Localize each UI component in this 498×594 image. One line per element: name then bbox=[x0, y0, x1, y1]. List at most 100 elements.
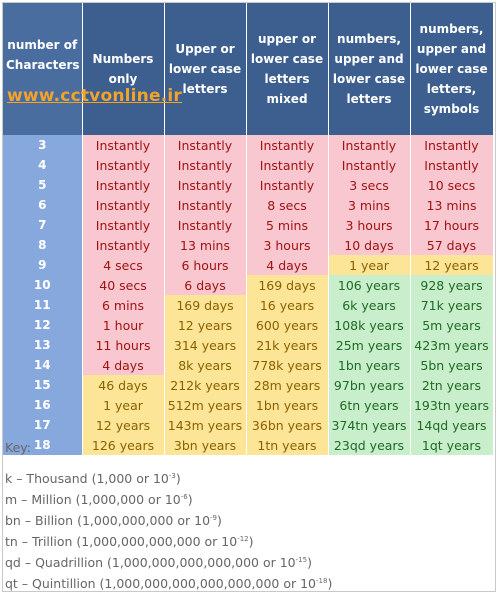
crack-time-cell: 143m years bbox=[164, 415, 247, 435]
crack-time-cell: 169 days bbox=[164, 295, 247, 315]
table-row: 18 126 years 3bn years 1tn years 23qd years 1… bbox=[3, 435, 494, 455]
crack-time-cell: 13 mins bbox=[164, 235, 247, 255]
crack-time-cell: Instantly bbox=[328, 135, 411, 155]
crack-time-cell: 16 years bbox=[246, 295, 329, 315]
crack-time-cell: 3 secs bbox=[328, 175, 411, 195]
table-row: 13 11 hours 314 years 21k years 25m years 423… bbox=[3, 335, 494, 355]
crack-time-cell: 11 hours bbox=[82, 335, 165, 355]
crack-time-cell: 778k years bbox=[246, 355, 329, 375]
character-count-cell: 11 bbox=[3, 295, 83, 315]
crack-time-cell: 1 hour bbox=[82, 315, 165, 335]
character-count-cell: 3 bbox=[3, 135, 83, 155]
key-item-text: m – Million (1,000,000 or 10 bbox=[5, 492, 181, 507]
crack-time-cell: 928 years bbox=[410, 275, 494, 295]
crack-time-cell: Instantly bbox=[328, 155, 411, 175]
crack-time-cell: 36bn years bbox=[246, 415, 329, 435]
key-item: m – Million (1,000,000 or 10-6) bbox=[5, 489, 332, 510]
crack-time-cell: 8k years bbox=[164, 355, 247, 375]
table-row: 16 1 year 512m years 1bn years 6tn years 193t… bbox=[3, 395, 494, 415]
crack-time-cell: 106 years bbox=[328, 275, 411, 295]
key-item-exponent: -6 bbox=[180, 493, 188, 501]
crack-time-cell: 3 mins bbox=[328, 195, 411, 215]
table-row: 17 12 years 143m years 36bn years 374tn year… bbox=[3, 415, 494, 435]
key-item-close: ) bbox=[327, 576, 333, 591]
crack-time-cell: Instantly bbox=[164, 135, 247, 155]
crack-time-cell: 4 days bbox=[82, 355, 165, 375]
header-numbers-only: Numbers only bbox=[82, 3, 165, 135]
crack-time-cell: 71k years bbox=[410, 295, 494, 315]
crack-time-cell: Instantly bbox=[164, 155, 247, 175]
key-items: k – Thousand (1,000 or 10-3) m – Million … bbox=[5, 468, 332, 594]
crack-time-cell: 169 days bbox=[246, 275, 329, 295]
crack-time-cell: 10 days bbox=[328, 235, 411, 255]
header-numbers-letters: numbers, upper and lower case letters bbox=[328, 3, 411, 135]
crack-time-cell: 57 days bbox=[410, 235, 494, 255]
character-count-cell: 7 bbox=[3, 215, 83, 235]
crack-time-cell: 1qt years bbox=[410, 435, 494, 455]
crack-time-cell: 97bn years bbox=[328, 375, 411, 395]
crack-time-cell: 40 secs bbox=[82, 275, 165, 295]
crack-time-cell: 4 secs bbox=[82, 255, 165, 275]
crack-time-cell: 12 years bbox=[164, 315, 247, 335]
table-row: 10 40 secs 6 days 169 days 106 years 928 year… bbox=[3, 275, 494, 295]
crack-time-cell: 28m years bbox=[246, 375, 329, 395]
crack-time-cell: 5 mins bbox=[246, 215, 329, 235]
table-row: 5 Instantly Instantly Instantly 3 secs 10 sec… bbox=[3, 175, 494, 195]
table-body: 3 Instantly Instantly Instantly Instantly Ins… bbox=[3, 135, 494, 455]
header-row: number of Characters Numbers only Upper … bbox=[3, 3, 494, 135]
crack-time-cell: 108k years bbox=[328, 315, 411, 335]
header-upper-or-lower: Upper or lower case letters bbox=[164, 3, 247, 135]
crack-time-cell: 1 year bbox=[328, 255, 411, 275]
crack-time-cell: 423m years bbox=[410, 335, 494, 355]
key-item: qt – Quintillion (1,000,000,000,000,000,… bbox=[5, 573, 332, 594]
character-count-cell: 15 bbox=[3, 375, 83, 395]
crack-time-cell: 21k years bbox=[246, 335, 329, 355]
crack-time-cell: 193tn years bbox=[410, 395, 494, 415]
header-numbers-letters-symbols: numbers, upper and lower case letters, s… bbox=[410, 3, 494, 135]
crack-time-cell: 6 mins bbox=[82, 295, 165, 315]
key-item-text: qt – Quintillion (1,000,000,000,000,000,… bbox=[5, 576, 316, 591]
crack-time-cell: Instantly bbox=[164, 195, 247, 215]
character-count-cell: 12 bbox=[3, 315, 83, 335]
crack-time-cell: 3bn years bbox=[164, 435, 247, 455]
key-item: bn – Billion (1,000,000,000 or 10-9) bbox=[5, 510, 332, 531]
key-item-close: ) bbox=[187, 492, 193, 507]
site-watermark-link[interactable]: www.cctvonline.ir bbox=[7, 86, 182, 106]
key-item-exponent: -15 bbox=[295, 556, 308, 564]
crack-time-cell: Instantly bbox=[164, 215, 247, 235]
character-count-cell: 18 bbox=[3, 435, 83, 455]
crack-time-cell: 12 years bbox=[410, 255, 494, 275]
crack-time-cell: 374tn years bbox=[328, 415, 411, 435]
crack-time-cell: 6 hours bbox=[164, 255, 247, 275]
key-item: qd – Quadrillion (1,000,000,000,000,000 … bbox=[5, 552, 332, 573]
character-count-cell: 8 bbox=[3, 235, 83, 255]
crack-time-cell: 17 hours bbox=[410, 215, 494, 235]
crack-time-cell: 25m years bbox=[328, 335, 411, 355]
crack-time-cell: Instantly bbox=[82, 235, 165, 255]
crack-time-cell: 14qd years bbox=[410, 415, 494, 435]
site-watermark-wrap: www.cctvonline.ir bbox=[7, 70, 182, 106]
crack-time-cell: Instantly bbox=[164, 175, 247, 195]
table-row: 7 Instantly Instantly 5 mins 3 hours 17 hours bbox=[3, 215, 494, 235]
crack-time-cell: Instantly bbox=[246, 135, 329, 155]
key-item-close: ) bbox=[307, 555, 312, 570]
key-item-text: k – Thousand (1,000 or 10 bbox=[5, 471, 169, 486]
table-row: 4 Instantly Instantly Instantly Instantly Ins… bbox=[3, 155, 494, 175]
table-row: 6 Instantly Instantly 8 secs 3 mins 13 mins bbox=[3, 195, 494, 215]
character-count-cell: 9 bbox=[3, 255, 83, 275]
crack-time-cell: Instantly bbox=[82, 175, 165, 195]
table-row: 14 4 days 8k years 778k years 1bn years 5bn y… bbox=[3, 355, 494, 375]
crack-time-cell: 4 days bbox=[246, 255, 329, 275]
crack-time-cell: Instantly bbox=[410, 155, 494, 175]
key-title: Key: bbox=[5, 440, 31, 455]
key-legend: Key: k – Thousand (1,000 or 10-3) m – Mil… bbox=[5, 437, 332, 594]
crack-time-cell: 512m years bbox=[164, 395, 247, 415]
character-count-cell: 13 bbox=[3, 335, 83, 355]
crack-time-cell: 600 years bbox=[246, 315, 329, 335]
character-count-cell: 17 bbox=[3, 415, 83, 435]
table-row: 15 46 days 212k years 28m years 97bn years 2t… bbox=[3, 375, 494, 395]
table-row: 11 6 mins 169 days 16 years 6k years 71k year… bbox=[3, 295, 494, 315]
crack-time-cell: 212k years bbox=[164, 375, 247, 395]
crack-time-cell: Instantly bbox=[82, 195, 165, 215]
